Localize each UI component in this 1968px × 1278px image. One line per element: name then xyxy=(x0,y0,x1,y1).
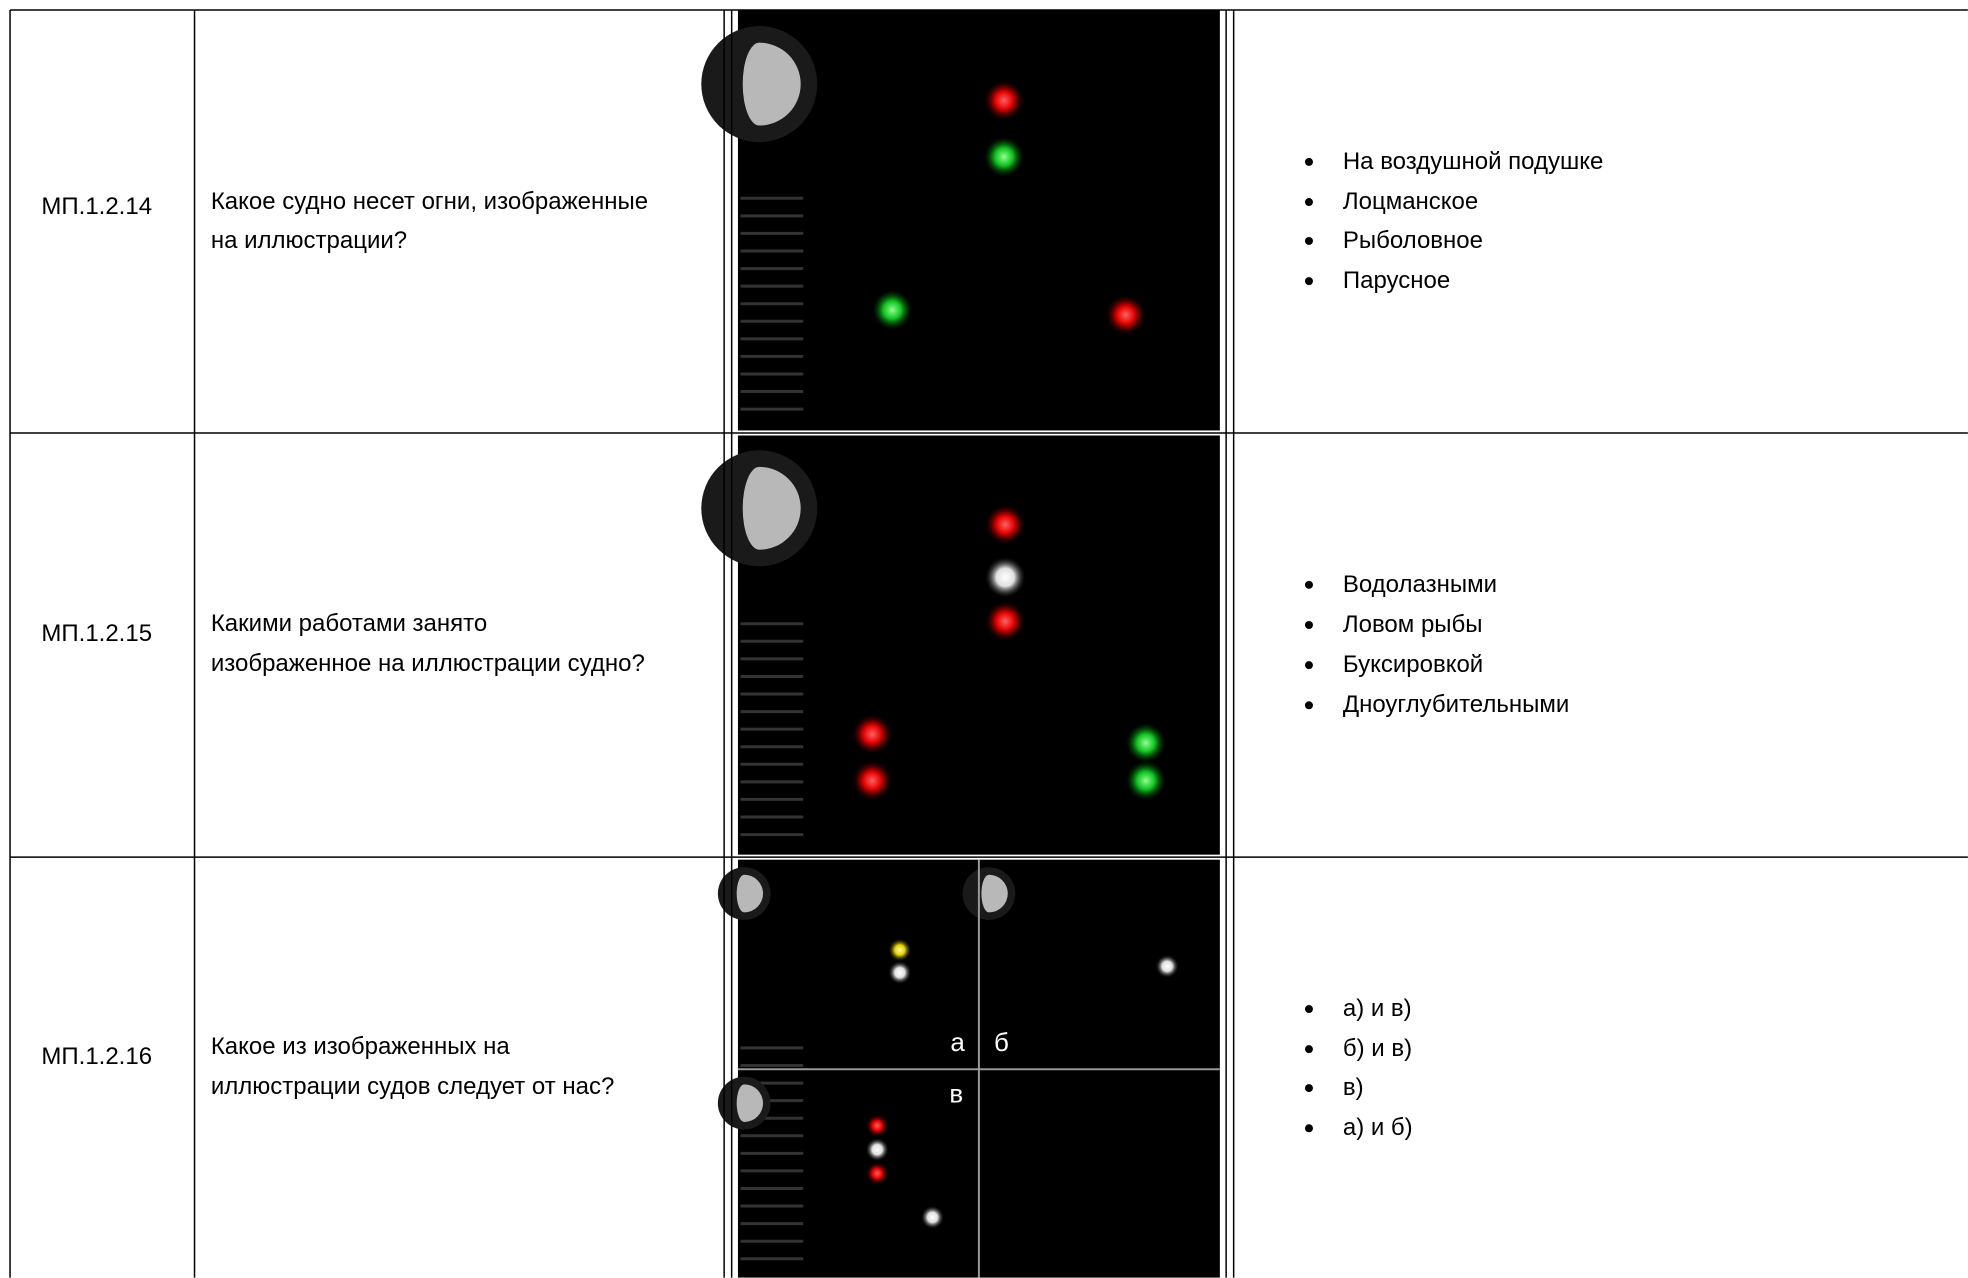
question-text: Какое из изображенных на xyxy=(210,1032,510,1060)
bullet xyxy=(1304,157,1313,166)
answer-option: Буксировкой xyxy=(1342,651,1484,679)
question-text: иллюстрации судов следует от нас? xyxy=(210,1072,615,1100)
question-text: Какое судно несет огни, изображенные xyxy=(210,188,649,216)
light xyxy=(888,961,912,984)
answer-option: Рыболовное xyxy=(1342,226,1483,254)
light xyxy=(1105,294,1146,336)
light xyxy=(852,714,893,755)
bullet xyxy=(1304,236,1313,245)
moon xyxy=(742,42,801,126)
light xyxy=(985,601,1026,642)
bullet xyxy=(1304,580,1313,589)
light xyxy=(865,1162,889,1185)
moon xyxy=(981,874,1008,913)
answer-option: Лоцманское xyxy=(1342,188,1479,216)
light xyxy=(1125,722,1166,764)
answer-option: Водолазными xyxy=(1342,570,1497,598)
bullet xyxy=(1304,1084,1313,1093)
answer-option: а) и б) xyxy=(1342,1114,1413,1142)
answer-option: Ловом рыбы xyxy=(1342,610,1483,638)
image-label: в xyxy=(949,1078,963,1108)
bullet xyxy=(1304,198,1313,207)
bullet xyxy=(1304,277,1313,286)
question-text: Какими работами занято xyxy=(210,609,488,637)
bullet xyxy=(1304,620,1313,629)
bullet xyxy=(1304,1124,1313,1133)
answer-option: Парусное xyxy=(1342,267,1451,295)
light xyxy=(888,938,912,962)
light xyxy=(872,289,913,331)
answer-option: б) и в) xyxy=(1342,1035,1413,1063)
light xyxy=(852,760,893,801)
question-id: МП.1.2.16 xyxy=(41,1042,153,1070)
light xyxy=(865,1114,889,1138)
answer-option: Дноуглубительными xyxy=(1342,691,1570,719)
light xyxy=(1125,760,1166,801)
moon xyxy=(742,466,801,550)
image-label: а xyxy=(950,1027,965,1057)
bullet xyxy=(1304,661,1313,670)
answer-option: в) xyxy=(1342,1074,1364,1102)
question-id: МП.1.2.14 xyxy=(41,193,153,221)
answer-option: На воздушной подушке xyxy=(1342,147,1604,175)
image-label: б xyxy=(994,1027,1009,1057)
light xyxy=(985,504,1026,545)
question-text: изображенное на иллюстрации судно? xyxy=(210,649,645,677)
light xyxy=(985,557,1026,598)
answer-option: а) и в) xyxy=(1342,995,1412,1023)
bullet xyxy=(1304,1005,1313,1014)
bullet xyxy=(1304,1045,1313,1054)
question-id: МП.1.2.15 xyxy=(41,619,153,647)
light xyxy=(983,80,1025,121)
moon xyxy=(736,1084,764,1122)
light xyxy=(983,136,1025,177)
light xyxy=(921,1206,944,1229)
bullet xyxy=(1304,701,1313,710)
light xyxy=(865,1138,889,1161)
moon xyxy=(736,874,764,913)
light xyxy=(1155,955,1179,978)
illustration xyxy=(737,10,1220,431)
question-text: на иллюстрации? xyxy=(210,226,408,254)
